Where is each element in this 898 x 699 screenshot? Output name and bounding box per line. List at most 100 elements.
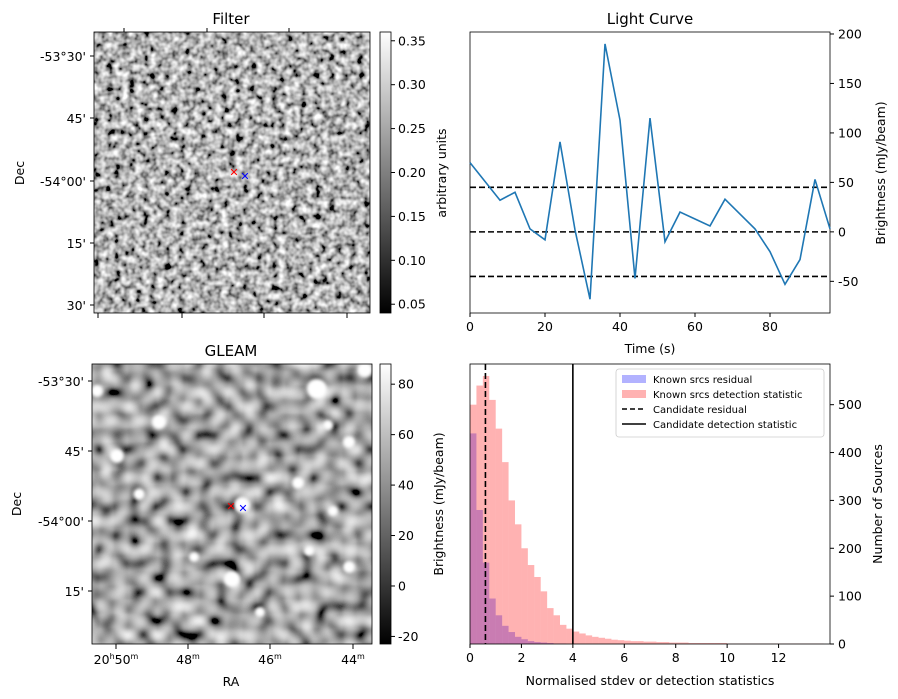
gleam-source xyxy=(234,497,250,513)
histogram-bar xyxy=(470,404,477,644)
ytick-label: 500 xyxy=(838,397,862,412)
histogram-bar xyxy=(508,632,515,644)
histogram-bar xyxy=(540,591,548,644)
histogram-bar xyxy=(560,624,567,644)
histogram-bar xyxy=(572,631,580,644)
histogram-bar xyxy=(605,638,612,644)
histogram-bar xyxy=(617,640,625,644)
ytick-label: 100 xyxy=(838,589,862,604)
xtick-label: 20 xyxy=(537,319,553,334)
histogram-bars xyxy=(470,375,824,644)
histogram-bar xyxy=(592,636,599,644)
histogram-bar xyxy=(495,428,503,644)
gleam-source xyxy=(110,449,124,463)
xtick-label: 2 xyxy=(517,650,525,665)
filter-xticks xyxy=(97,28,348,318)
gleam-sources xyxy=(91,363,372,617)
histogram-legend: Known srcs residual Known srcs detection… xyxy=(615,368,825,438)
histogram-bar xyxy=(515,524,522,644)
xtick-label: 60 xyxy=(687,319,703,334)
histogram-bar xyxy=(527,565,535,644)
gleam-ylabel: Dec xyxy=(9,492,24,516)
lightcurve-ylabel: Brightness (mJy/beam) xyxy=(873,101,888,244)
histogram-candidate-lines xyxy=(484,364,574,644)
filter-yticks: -53°30' 45' -54°00' 15' 30' xyxy=(40,49,94,313)
filter-title: Filter xyxy=(212,10,250,28)
filter-ytick: 30' xyxy=(67,298,86,313)
gleam-source xyxy=(224,571,240,587)
histogram-bar xyxy=(495,615,503,644)
colorbar-tick-label: 60 xyxy=(398,427,414,442)
gleam-marker-red: ✕ xyxy=(226,500,235,513)
filter-image xyxy=(94,32,370,313)
gleam-title: GLEAM xyxy=(205,342,258,360)
colorbar-tick-label: 0.35 xyxy=(398,33,426,48)
colorbar-tick-label: 40 xyxy=(398,478,414,493)
histogram-bar xyxy=(489,399,496,644)
gleam-source xyxy=(292,477,304,489)
gleam-xtick: 48m xyxy=(176,652,200,667)
xtick-label: 12 xyxy=(771,650,787,665)
histogram-bar xyxy=(701,643,708,644)
gleam-panel: GLEAM ✕ ✕ -53°30' 45' - xyxy=(9,342,418,689)
histogram-bar xyxy=(707,643,715,644)
histogram-bar xyxy=(476,385,483,644)
histogram-bar xyxy=(688,643,695,644)
colorbar-tick-label: 0.20 xyxy=(398,165,426,180)
legend-label: Candidate residual xyxy=(653,405,747,416)
lightcurve-line xyxy=(469,43,831,300)
colorbar-tick-label: 0.15 xyxy=(398,209,426,224)
histogram-bar xyxy=(637,641,644,644)
histogram-bar xyxy=(598,637,605,644)
histogram-bar xyxy=(662,642,670,644)
histogram-bar xyxy=(502,625,509,644)
histogram-bar xyxy=(643,641,650,644)
histogram-bar xyxy=(470,433,477,644)
ytick-label: 0 xyxy=(838,637,846,652)
xtick-label: 40 xyxy=(612,319,628,334)
histogram-xlabel: Normalised stdev or detection statistics xyxy=(526,673,775,688)
filter-marker-blue: ✕ xyxy=(240,170,249,183)
colorbar-tick-label: 80 xyxy=(398,377,414,392)
histogram-bar xyxy=(534,576,541,644)
histogram-bar xyxy=(476,509,483,644)
lightcurve-threshold-lines xyxy=(470,186,830,278)
colorbar-tick-label: 0.10 xyxy=(398,253,426,268)
filter-marker-red: ✕ xyxy=(229,166,238,179)
xtick-label: 4 xyxy=(569,650,577,665)
histogram-bar xyxy=(566,628,573,644)
gleam-marker-blue: ✕ xyxy=(238,502,247,515)
histogram-bar xyxy=(515,636,522,644)
filter-frame xyxy=(93,31,371,314)
gleam-xtick: 46m xyxy=(258,652,282,667)
ytick-label: -50 xyxy=(838,274,858,289)
histogram-bar xyxy=(521,639,528,644)
histogram-bar xyxy=(611,639,618,644)
filter-colorbar-ticks: 0.05 0.10 0.15 0.20 0.25 0.30 0.35 xyxy=(391,33,426,312)
legend-label: Candidate detection statistic xyxy=(653,420,797,431)
histogram-yticks: 0 100 200 300 400 500 xyxy=(830,397,862,652)
gleam-source xyxy=(328,506,338,516)
filter-ylabel: Dec xyxy=(12,161,27,185)
lightcurve-panel: Light Curve 0 20 40 60 80 -50 0 50 100 150 200 Ti… xyxy=(466,10,888,356)
histogram-bar xyxy=(675,642,683,644)
gleam-source xyxy=(358,363,372,377)
gleam-xticks: 20h50m 48m 46m 44m xyxy=(94,644,365,667)
histogram-bar xyxy=(534,642,541,644)
histogram-bar xyxy=(624,640,631,644)
colorbar-tick-label: 20 xyxy=(398,528,414,543)
histogram-bar xyxy=(630,641,638,644)
filter-colorbar xyxy=(379,31,392,314)
histogram-secondary-ylabel: Brightness (mJy/beam) xyxy=(431,432,446,575)
gleam-source xyxy=(133,488,145,500)
xtick-label: 0 xyxy=(466,650,474,665)
ytick-label: 50 xyxy=(838,175,854,190)
filter-ytick: 15' xyxy=(67,236,86,251)
ytick-label: 0 xyxy=(838,224,846,239)
xtick-label: 6 xyxy=(620,650,628,665)
gleam-xtick: 44m xyxy=(341,652,365,667)
gleam-colorbar-ticks: -20 0 20 40 60 80 xyxy=(391,377,418,644)
gleam-markers: ✕ ✕ xyxy=(226,500,247,515)
histogram-bar xyxy=(553,615,560,644)
